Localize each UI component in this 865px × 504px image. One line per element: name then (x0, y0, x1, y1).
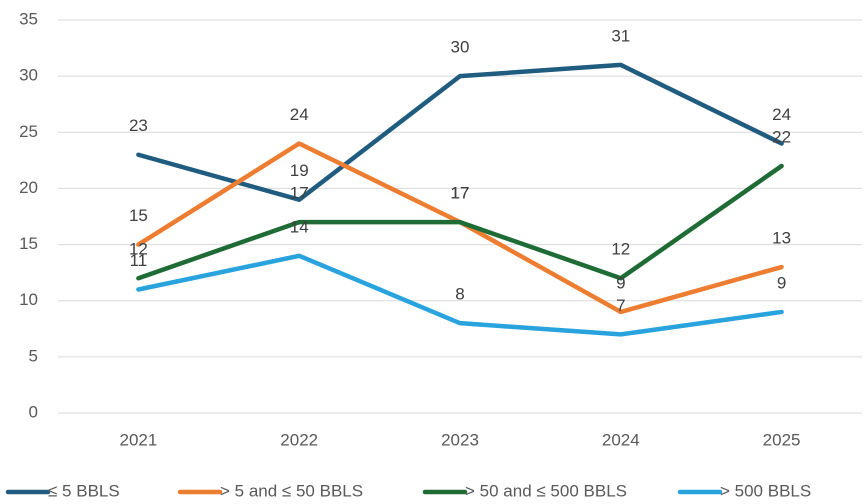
data-label: 12 (611, 240, 630, 259)
data-label: 15 (129, 206, 148, 225)
x-tick-label: 2025 (763, 430, 801, 449)
x-tick-label: 2021 (119, 430, 157, 449)
data-label: 13 (772, 229, 791, 248)
data-label: 7 (616, 296, 625, 315)
y-tick-label: 35 (19, 9, 38, 28)
data-label: 17 (451, 184, 470, 203)
series-line (136, 163, 784, 281)
data-label: 12 (129, 240, 148, 259)
y-tick-label: 30 (19, 66, 38, 85)
y-tick-label: 5 (29, 346, 38, 365)
data-label: 24 (772, 105, 791, 124)
data-label: 22 (772, 127, 791, 146)
data-label: 11 (130, 251, 148, 270)
data-label: 31 (611, 26, 630, 45)
data-label: 8 (455, 285, 464, 304)
data-label: 30 (451, 38, 470, 57)
y-tick-label: 15 (19, 234, 38, 253)
data-label: 23 (129, 116, 148, 135)
series-line (136, 62, 784, 202)
data-label: 9 (616, 273, 625, 292)
series-line (136, 253, 784, 337)
data-label: 17 (290, 184, 309, 203)
y-tick-label: 10 (19, 290, 38, 309)
data-label: 24 (290, 105, 309, 124)
data-label: 19 (290, 161, 309, 180)
y-tick-label: 25 (19, 122, 38, 141)
data-label: 17 (451, 184, 470, 203)
data-label: 9 (777, 273, 786, 292)
x-tick-label: 2024 (602, 430, 640, 449)
x-tick-label: 2022 (280, 430, 318, 449)
x-tick-label: 2023 (441, 430, 479, 449)
legend-label: > 500 BBLS (720, 481, 811, 500)
legend-label: ≤ 5 BBLS (48, 481, 120, 500)
legend-label: > 50 and ≤ 500 BBLS (465, 481, 627, 500)
y-tick-label: 20 (19, 178, 38, 197)
legend-label: > 5 and ≤ 50 BBLS (220, 481, 363, 500)
data-label: 14 (290, 217, 309, 236)
y-tick-label: 0 (29, 402, 38, 421)
